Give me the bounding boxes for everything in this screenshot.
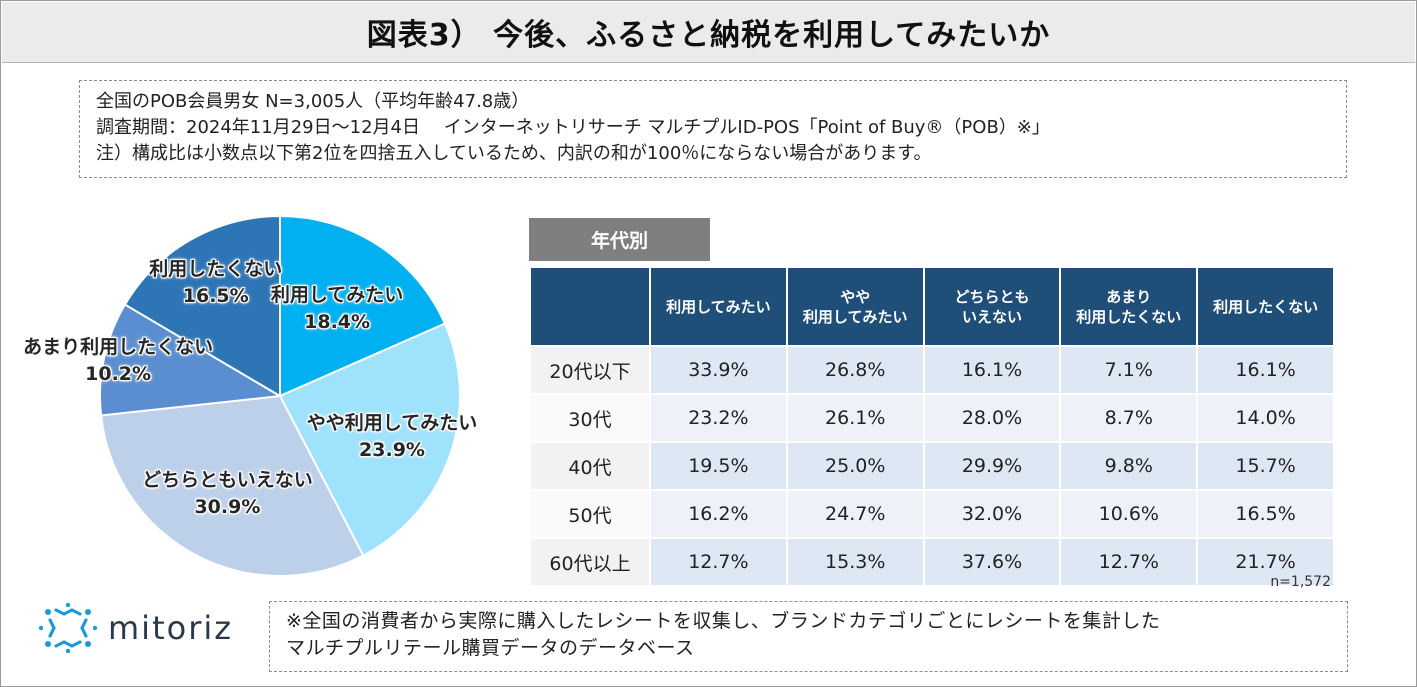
table-cell: 16.1% xyxy=(1196,345,1335,395)
pie-slice-label-name: どちらともいえない xyxy=(142,469,313,492)
survey-info-line: 全国のPOB会員男女 N=3,005人（平均年齢47.8歳） xyxy=(96,91,530,112)
table-cell: 10.6% xyxy=(1059,489,1199,539)
pie-slice-label-name: あまり利用したくない xyxy=(23,336,214,359)
column-header: 利用したくない xyxy=(1196,266,1335,347)
table-cell: 9.8% xyxy=(1059,441,1199,491)
table-cell: 23.2% xyxy=(649,393,788,443)
table-cell: 7.1% xyxy=(1059,345,1199,395)
table-cell: 14.0% xyxy=(1196,393,1335,443)
column-header-text: 利用したくない xyxy=(1213,297,1319,316)
pie-slice-label-value: 10.2% xyxy=(85,363,152,386)
column-header-text: 利用してみたい xyxy=(666,297,771,316)
age-group-table: 利用してみたい やや 利用してみたい どちらとも いえない あまり 利用したくない 利用したく… xyxy=(529,266,1335,587)
footnote-line: ※全国の消費者から実際に購入したレシートを収集し、ブランドカテゴリごとにレシート… xyxy=(286,610,1161,632)
table-cell: 8.7% xyxy=(1059,393,1199,443)
table-cell: 19.5% xyxy=(649,441,788,491)
table-row: 20代以下 33.9% 26.8% 16.1% 7.1% 16.1% xyxy=(529,345,1335,395)
table-cell: 37.6% xyxy=(922,537,1062,587)
survey-info-line: 注）構成比は小数点以下第2位を四捨五入しているため、内訳の和が100％にならない… xyxy=(96,143,932,164)
table-cell: 28.0% xyxy=(922,393,1062,443)
survey-info-box: 全国のPOB会員男女 N=3,005人（平均年齢47.8歳） 調査期間：2024… xyxy=(79,80,1347,178)
row-label: 30代 xyxy=(529,393,651,443)
pie-slice-label: 利用したくない 16.5% xyxy=(149,256,282,310)
column-header: 利用してみたい xyxy=(649,266,788,347)
pie-chart-svg xyxy=(99,214,461,577)
mitoriz-logo-icon xyxy=(38,602,98,654)
table-cell: 26.1% xyxy=(785,393,925,443)
pie-slice-label-value: 23.9% xyxy=(359,438,425,461)
page-title: 図表3） 今後、ふるさと納税を利用してみたいか xyxy=(366,18,1051,53)
sample-size-note: n=1,572 xyxy=(1270,574,1331,590)
column-header-text: どちらとも xyxy=(954,287,1030,306)
table-cell: 16.2% xyxy=(649,489,788,539)
table-cell: 24.7% xyxy=(785,489,925,539)
pie-slice xyxy=(99,303,284,417)
table-cell: 25.0% xyxy=(785,441,925,491)
table-cell: 32.0% xyxy=(922,489,1062,539)
column-header-text: やや xyxy=(840,287,871,306)
column-header: どちらとも いえない xyxy=(922,266,1062,347)
column-header-text: いえない xyxy=(961,307,1022,326)
pie-slice-label: やや利用してみたい 23.9% xyxy=(307,410,477,464)
table-cell: 12.7% xyxy=(1059,537,1199,587)
pie-slice-label-name: やや利用してみたい xyxy=(306,411,478,434)
table-cell: 33.9% xyxy=(649,345,788,395)
pie-slice xyxy=(123,214,281,398)
survey-info-line: 調査期間：2024年11月29日～12月4日 インターネットリサーチ マルチプル… xyxy=(96,117,1050,138)
table-header-row: 利用してみたい やや 利用してみたい どちらとも いえない あまり 利用したくない 利用したく… xyxy=(529,266,1335,347)
pie-chart: 利用してみたい 18.4% やや利用してみたい 23.9% どちらともいえない 30.9%… xyxy=(23,213,477,579)
pie-slice-label: あまり利用したくない 10.2% xyxy=(23,334,213,388)
pie-slice-label-value: 18.4% xyxy=(304,310,371,333)
pie-slice xyxy=(99,394,365,577)
mitoriz-logo: mitoriz xyxy=(36,598,233,658)
pie-slice-label-name: 利用したくない xyxy=(149,258,283,281)
row-label: 50代 xyxy=(529,489,651,539)
table-title-tab: 年代別 xyxy=(529,218,710,261)
logo-text: mitoriz xyxy=(108,609,234,647)
column-header: あまり 利用したくない xyxy=(1059,266,1199,347)
table-row: 40代 19.5% 25.0% 29.9% 9.8% 15.7% xyxy=(529,441,1335,491)
table-cell: 15.7% xyxy=(1196,441,1335,491)
table-corner-cell xyxy=(529,266,651,347)
column-header-text: 利用してみたい xyxy=(802,307,908,326)
table-row: 60代以上 12.7% 15.3% 37.6% 12.7% 21.7% xyxy=(529,537,1335,587)
table-cell: 16.1% xyxy=(922,345,1062,395)
table-row: 30代 23.2% 26.1% 28.0% 8.7% 14.0% xyxy=(529,393,1335,443)
pie-slice-label-value: 16.5% xyxy=(182,285,249,308)
pie-slice-label: どちらともいえない 30.9% xyxy=(142,467,313,521)
pie-slice xyxy=(278,322,461,557)
table-cell: 15.3% xyxy=(785,537,925,587)
pie-slice-label-value: 30.9% xyxy=(194,496,261,519)
pie-slice xyxy=(279,214,447,398)
footnote-line: マルチプルリテール購買データのデータベース xyxy=(286,637,695,659)
pie-slice-label-name: 利用してみたい xyxy=(270,283,404,306)
table-cell: 26.8% xyxy=(785,345,925,395)
table-cell: 29.9% xyxy=(922,441,1062,491)
table-body: 20代以下 33.9% 26.8% 16.1% 7.1% 16.1% 30代 23.2% 26.… xyxy=(529,345,1335,587)
row-label: 40代 xyxy=(529,441,651,491)
table-cell: 16.5% xyxy=(1196,489,1335,539)
table-cell: 12.7% xyxy=(649,537,788,587)
column-header: やや 利用してみたい xyxy=(785,266,925,347)
footnote-box: ※全国の消費者から実際に購入したレシートを収集し、ブランドカテゴリごとにレシート… xyxy=(269,601,1348,672)
table-row: 50代 16.2% 24.7% 32.0% 10.6% 16.5% xyxy=(529,489,1335,539)
row-label: 20代以下 xyxy=(529,345,651,395)
row-label: 60代以上 xyxy=(529,537,651,587)
column-header-text: 利用したくない xyxy=(1076,307,1182,326)
title-bar: 図表3） 今後、ふるさと納税を利用してみたいか xyxy=(2,2,1415,63)
column-header-text: あまり xyxy=(1106,287,1152,306)
pie-slice-label: 利用してみたい 18.4% xyxy=(271,282,403,336)
table-cell: 21.7% xyxy=(1196,537,1335,587)
